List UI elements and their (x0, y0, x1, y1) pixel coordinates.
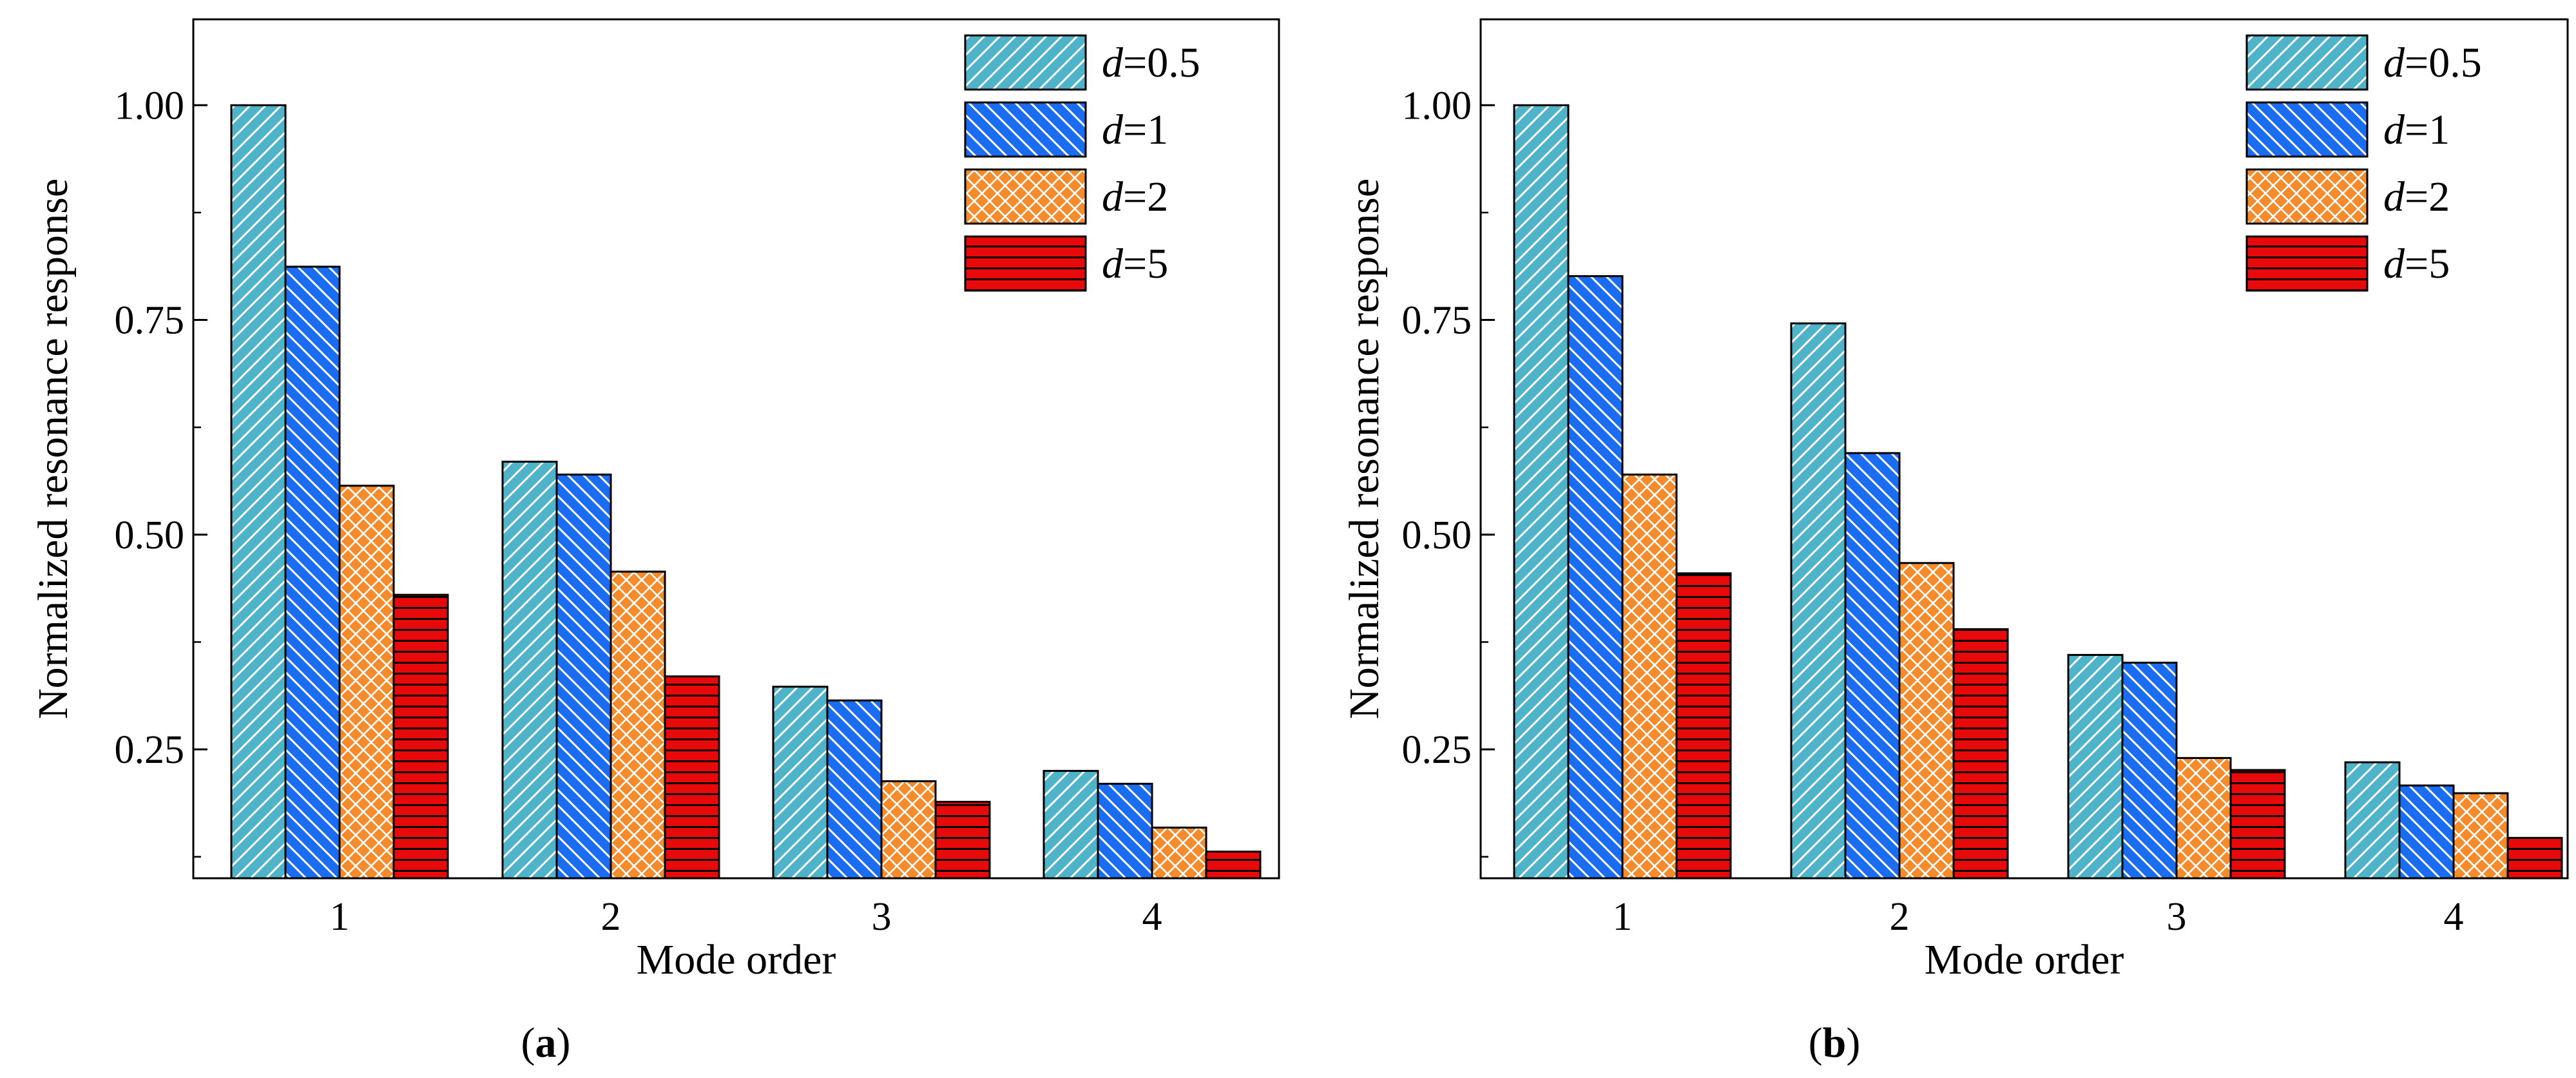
x-axis-label-a: Mode order (637, 936, 836, 983)
x-axis-label-b: Mode order (1925, 936, 2124, 983)
bar-b-d1-mode-2 (1844, 452, 1901, 880)
bar-a-d1-mode-3 (826, 699, 883, 880)
bar-b-d1-mode-1 (1567, 275, 1624, 880)
bar-a-d1-mode-2 (555, 473, 612, 880)
bar-a-d2-mode-3 (880, 780, 937, 880)
x-tick-label-a-3: 4 (1142, 895, 1162, 939)
bar-a-d0_5-mode-4 (1043, 769, 1099, 880)
bar-chart-b: 0.25 0.50 0.75 1.00 Normalized resonance res… (1341, 18, 2569, 983)
bar-a-d1-mode-4 (1097, 782, 1153, 880)
bar-a-d1-mode-1 (284, 265, 341, 880)
panel-label-b-letter: b (1823, 1019, 1847, 1066)
y-tick-label-a-0: 0.25 (115, 728, 185, 772)
bar-a-d0_5-mode-2 (501, 460, 558, 880)
legend-a: d=0.5 d=1 d=2 d=5 (964, 34, 1200, 292)
bar-a-d0_5-mode-3 (772, 686, 829, 880)
x-tick-label-b-0: 1 (1613, 895, 1633, 939)
legend-swatch-b-d5 (2245, 235, 2369, 292)
bar-b-d0_5-mode-3 (2067, 653, 2124, 880)
legend-label-b-d5: d=5 (2383, 240, 2450, 287)
legend-label-b-d1: d=1 (2383, 106, 2450, 153)
x-tick-label-b-1: 2 (1890, 895, 1910, 939)
bar-b-d0_5-mode-2 (1790, 322, 1847, 880)
legend-label-a-d0_5: d=0.5 (1102, 39, 1200, 86)
x-tick-label-b-2: 3 (2167, 895, 2187, 939)
legend-b: d=0.5 d=1 d=2 d=5 (2245, 34, 2482, 292)
bar-a-d5-mode-2 (664, 675, 720, 880)
legend-label-a-d2: d=2 (1102, 173, 1168, 220)
plot-frame-b (1479, 18, 2569, 880)
bar-a-d5-mode-3 (934, 800, 991, 880)
legend-swatch-b-d0_5 (2245, 34, 2369, 91)
bar-b-d1-mode-3 (2121, 661, 2178, 880)
bar-b-d5-mode-1 (1675, 572, 1732, 880)
legend-label-a-d1: d=1 (1102, 106, 1168, 153)
bar-a-d2-mode-1 (338, 485, 395, 880)
chart-panel-a: 0.25 0.50 0.75 1.00 Normalized resonance res… (30, 18, 1280, 1066)
x-tick-label-a-2: 3 (872, 895, 892, 939)
bar-b-d2-mode-4 (2452, 792, 2509, 880)
y-tick-label-a-2: 0.75 (115, 299, 185, 343)
y-axis-label-b: Normalized resonance response (1341, 178, 1388, 719)
plot-frame-a (192, 18, 1280, 880)
legend-swatch-a-d1 (964, 101, 1087, 158)
legend-swatch-a-d5 (964, 235, 1087, 292)
y-tick-label-b-1: 0.50 (1402, 514, 1472, 557)
legend-label-b-d0_5: d=0.5 (2383, 39, 2482, 86)
chart-panel-b: 0.25 0.50 0.75 1.00 Normalized resonance res… (1341, 18, 2569, 1066)
legend-swatch-a-d2 (964, 168, 1087, 225)
x-tick-label-a-0: 1 (330, 895, 350, 939)
bar-b-d5-mode-4 (2506, 836, 2563, 880)
bar-a-d5-mode-1 (392, 593, 449, 880)
y-tick-label-b-2: 0.75 (1402, 299, 1472, 343)
legend-label-b-d2: d=2 (2383, 173, 2450, 220)
panel-label-b: (b) (1809, 1019, 1861, 1066)
bar-b-d5-mode-3 (2229, 769, 2286, 880)
legend-swatch-a-d0_5 (964, 34, 1087, 91)
y-tick-label-a-1: 0.50 (115, 514, 185, 557)
y-tick-label-b-3: 1.00 (1402, 84, 1472, 128)
bar-a-d2-mode-4 (1151, 826, 1207, 880)
x-tick-label-b-3: 4 (2444, 895, 2464, 939)
legend-swatch-b-d1 (2245, 101, 2369, 158)
x-tick-label-a-1: 2 (601, 895, 621, 939)
y-tick-label-a-3: 1.00 (115, 84, 185, 128)
bar-b-d0_5-mode-4 (2344, 761, 2401, 880)
bar-b-d2-mode-3 (2175, 756, 2232, 880)
bar-b-d0_5-mode-1 (1513, 104, 1570, 880)
legend-label-a-d5: d=5 (1102, 240, 1168, 287)
bar-a-d2-mode-2 (610, 570, 666, 880)
panel-label-a: (a) (521, 1019, 571, 1066)
bar-a-d5-mode-4 (1205, 851, 1262, 880)
bar-b-d2-mode-2 (1898, 562, 1955, 880)
bar-chart-a: 0.25 0.50 0.75 1.00 Normalized resonance res… (30, 18, 1280, 983)
panel-label-a-letter: a (535, 1019, 557, 1066)
y-axis-label-a: Normalized resonance response (30, 178, 77, 719)
bar-b-d5-mode-2 (1952, 628, 2009, 880)
legend-swatch-b-d2 (2245, 168, 2369, 225)
y-tick-label-b-0: 0.25 (1402, 728, 1472, 772)
bar-b-d1-mode-4 (2398, 784, 2455, 880)
bar-b-d2-mode-1 (1621, 473, 1678, 880)
bar-a-d0_5-mode-1 (230, 104, 287, 880)
